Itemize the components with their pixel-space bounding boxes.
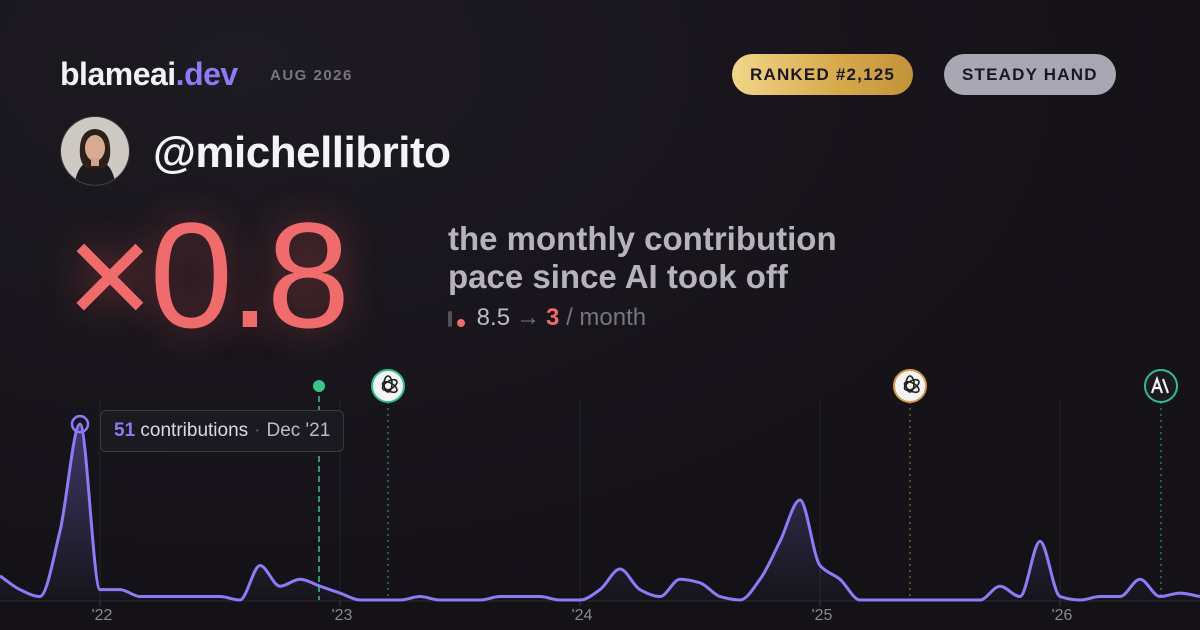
- pace-unit: / month: [566, 304, 647, 331]
- openai-icon: [893, 369, 927, 403]
- arrow: →: [516, 304, 541, 331]
- tooltip: 51 contributions · Dec '21: [100, 410, 345, 452]
- after-pace: 3: [546, 304, 560, 331]
- brand-name: blameai: [60, 56, 176, 92]
- x-tick-label: '24: [572, 607, 593, 624]
- tooltip-label: contributions: [140, 420, 249, 441]
- handle: @michellibrito: [153, 128, 451, 177]
- x-tick-label: '23: [332, 607, 353, 624]
- separator: ·: [254, 420, 261, 441]
- x-tick-label: '26: [1052, 607, 1073, 624]
- rank-badge: RANKED #2,125: [732, 54, 914, 95]
- brand-suffix: .dev: [175, 56, 239, 92]
- highlight-point: [70, 414, 90, 434]
- before-pace: 8.5: [476, 304, 511, 331]
- line: [0, 422, 1200, 602]
- pace-stats: 8.5 → 3 / month: [448, 304, 646, 332]
- description: the monthly contribution: [448, 220, 837, 257]
- tooltip-date: Dec '21: [266, 420, 331, 441]
- style-badge: STEADY HAND: [944, 54, 1116, 95]
- pace-multiplier: ×0.8: [66, 191, 350, 359]
- avatar: [60, 116, 130, 186]
- ai-takeoff-dot: [313, 380, 325, 392]
- report-date: AUG 2026: [270, 67, 353, 84]
- legend-icons: [448, 310, 465, 327]
- x-tick-label: '25: [812, 607, 833, 624]
- description: pace since AI took off: [448, 258, 788, 295]
- plot: [0, 414, 1200, 602]
- openai-icon: [371, 369, 405, 403]
- event-markers: [313, 369, 1178, 600]
- anthropic-icon: [1144, 369, 1178, 403]
- brand: blameai.dev: [60, 56, 238, 93]
- tooltip-value: 51: [114, 420, 136, 441]
- x-tick-label: '22: [92, 607, 113, 624]
